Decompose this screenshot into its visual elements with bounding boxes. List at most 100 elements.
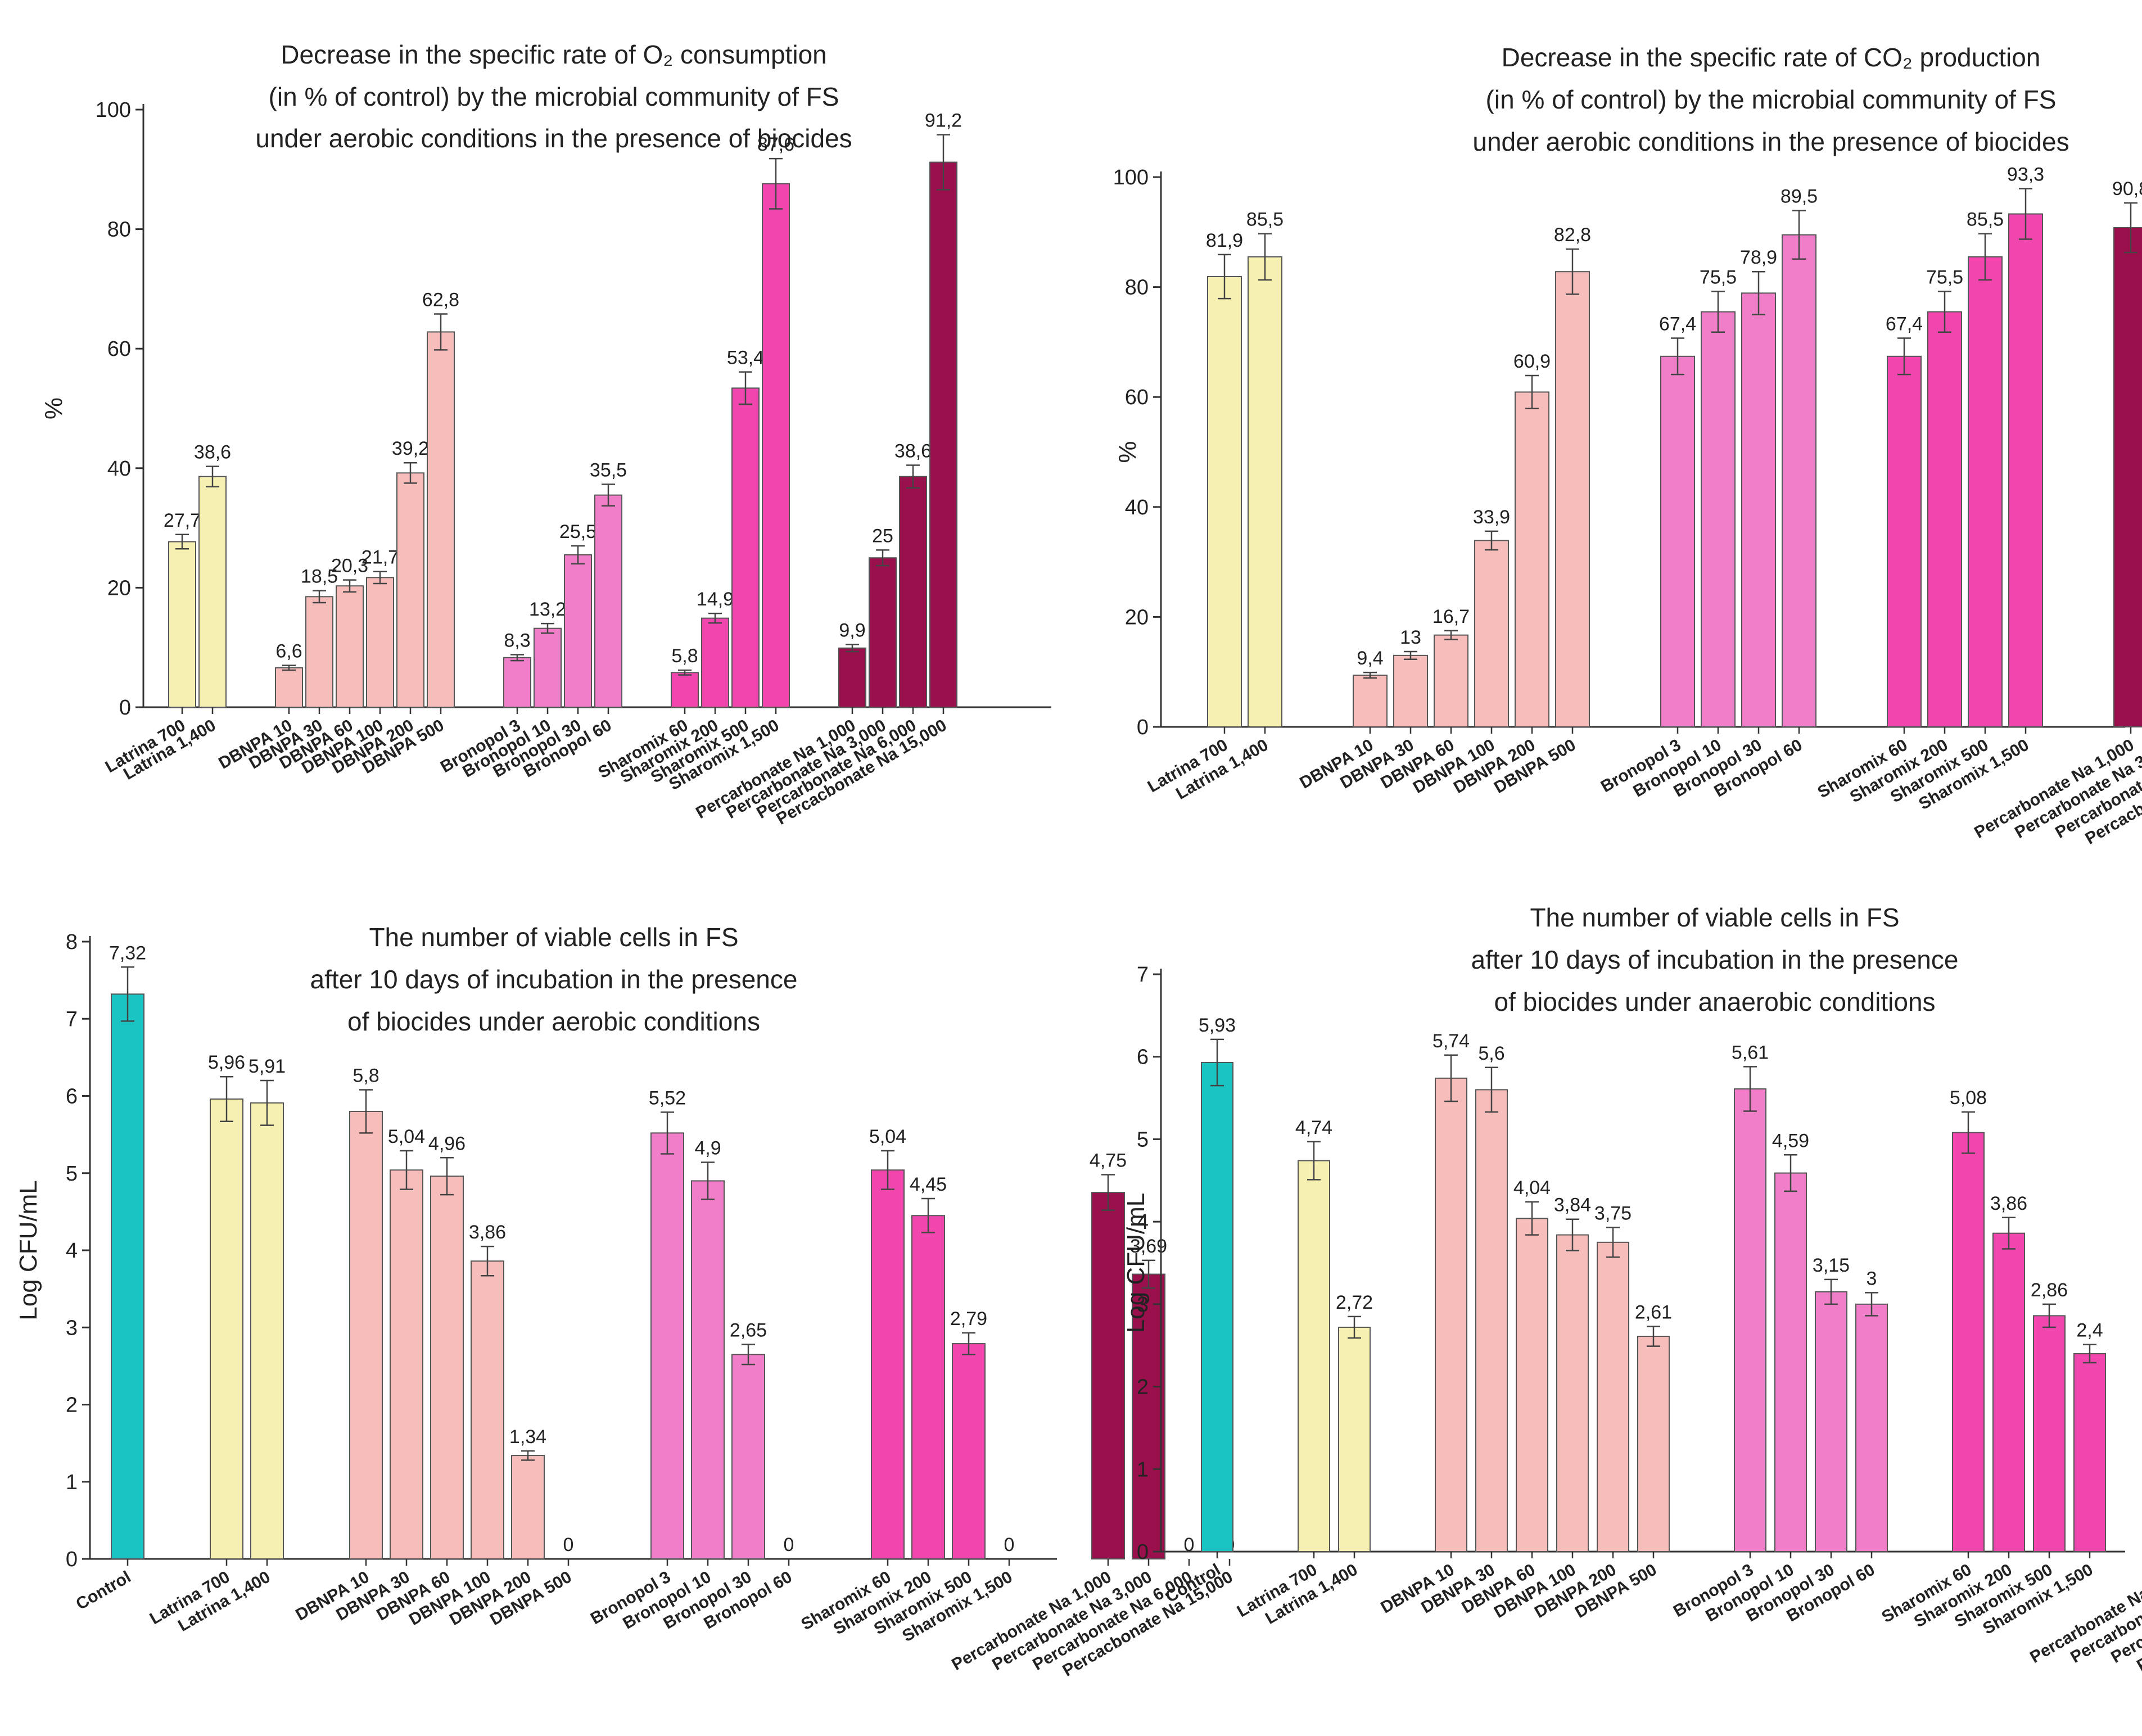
bar-value-label: 8,3 xyxy=(504,630,530,651)
bar-value-label: 5,8 xyxy=(353,1065,379,1087)
y-tick-label: 8 xyxy=(66,930,78,954)
bar xyxy=(168,541,196,708)
y-tick-label: 6 xyxy=(66,1085,78,1109)
bar xyxy=(952,1343,986,1559)
bar-value-label: 93,3 xyxy=(2007,164,2044,186)
bar-value-label: 33,9 xyxy=(1473,507,1510,528)
bar xyxy=(1248,256,1282,727)
bar-value-label: 62,8 xyxy=(422,290,459,311)
bar xyxy=(430,1176,464,1559)
bar-value-label: 27,7 xyxy=(164,510,201,531)
bar-value-label: 38,6 xyxy=(194,442,231,463)
bar-value-label: 5,52 xyxy=(649,1087,686,1109)
bar-value-label: 5,8 xyxy=(671,645,698,667)
bar-value-label: 85,5 xyxy=(1967,209,2004,230)
bar-value-label: 38,6 xyxy=(894,440,932,462)
bar-value-label: 5,93 xyxy=(1199,1015,1236,1036)
chart-title-line: after 10 days of incubation in the prese… xyxy=(310,965,798,994)
bar-value-label: 5,6 xyxy=(1478,1043,1504,1064)
bar xyxy=(2073,1353,2106,1553)
bar-value-label: 53,4 xyxy=(727,347,764,369)
y-axis-label: % xyxy=(40,397,67,419)
chart-title-line: Decrease in the specific rate of O₂ cons… xyxy=(281,40,827,69)
y-tick-label: 40 xyxy=(1125,496,1149,519)
bar xyxy=(1515,391,1549,727)
chart-co2: Decrease in the specific rate of CO₂ pro… xyxy=(1113,43,2142,848)
y-tick-label: 0 xyxy=(66,1548,78,1571)
bar-value-label: 4,9 xyxy=(694,1138,721,1159)
bar xyxy=(731,387,760,708)
bar xyxy=(1597,1241,1629,1553)
y-tick-label: 1 xyxy=(66,1471,78,1494)
bar-value-label: 9,9 xyxy=(839,620,865,641)
bar xyxy=(1660,355,1695,727)
y-tick-label: 5 xyxy=(66,1162,78,1186)
y-tick-label: 2 xyxy=(1137,1376,1149,1399)
bar xyxy=(210,1098,243,1559)
y-axis-label: Log CFU/mL xyxy=(1122,1193,1150,1333)
bar-value-label: 0 xyxy=(1184,1534,1195,1556)
y-tick-label: 1 xyxy=(1137,1458,1149,1481)
bar xyxy=(1353,675,1388,727)
chart-anaer: The number of viable cells in FS after 10… xyxy=(1122,903,2142,1675)
bar xyxy=(1637,1336,1670,1552)
bar-value-label: 82,8 xyxy=(1554,224,1591,246)
y-tick-label: 40 xyxy=(107,457,131,481)
bar-value-label: 5,04 xyxy=(869,1126,906,1147)
bar xyxy=(671,672,699,708)
bar-value-label: 4,45 xyxy=(910,1174,947,1195)
chart-title-line: of biocides under anaerobic conditions xyxy=(1494,987,1935,1016)
bar-value-label: 4,96 xyxy=(428,1133,466,1154)
bar-value-label: 3,86 xyxy=(469,1222,506,1243)
bar xyxy=(511,1455,545,1559)
bar-value-label: 2,86 xyxy=(2031,1280,2068,1301)
bar-value-label: 2,4 xyxy=(2076,1320,2103,1341)
bar xyxy=(250,1102,284,1560)
bar-value-label: 3,84 xyxy=(1554,1195,1591,1216)
bar xyxy=(838,647,866,708)
y-tick-label: 60 xyxy=(1125,386,1149,409)
y-tick-label: 5 xyxy=(1137,1128,1149,1151)
chart-title-line: after 10 days of incubation in the prese… xyxy=(1471,945,1959,974)
bar-value-label: 87,6 xyxy=(757,134,794,155)
bar xyxy=(2008,213,2043,727)
bar-value-label: 75,5 xyxy=(1700,266,1737,288)
bar xyxy=(929,161,957,708)
bar-value-label: 4,59 xyxy=(1772,1130,1809,1151)
bar xyxy=(1774,1172,1807,1553)
chart-title-line: The number of viable cells in FS xyxy=(369,923,738,952)
bar xyxy=(427,331,455,708)
bar-value-label: 5,91 xyxy=(248,1056,286,1077)
bar xyxy=(366,577,394,708)
bar-value-label: 5,08 xyxy=(1950,1087,1987,1109)
y-tick-label: 4 xyxy=(1137,1210,1149,1234)
bar xyxy=(305,596,333,708)
bar xyxy=(911,1215,945,1560)
bar-value-label: 67,4 xyxy=(1886,314,1923,335)
bar-value-label: 5,61 xyxy=(1732,1042,1769,1063)
bar-value-label: 1,34 xyxy=(509,1426,546,1448)
bar xyxy=(1201,1061,1233,1552)
y-tick-label: 3 xyxy=(1137,1293,1149,1317)
bar xyxy=(2113,227,2142,727)
bar-value-label: 3,75 xyxy=(1594,1202,1632,1224)
bar-value-label: 14,9 xyxy=(697,589,734,610)
bar-value-label: 0 xyxy=(563,1534,574,1556)
bar-value-label: 67,4 xyxy=(1659,314,1696,335)
bar xyxy=(2033,1315,2066,1553)
bar-value-label: 90,8 xyxy=(2112,178,2142,200)
chart-title-line: (in % of control) by the microbial commu… xyxy=(1486,85,2057,114)
bar-value-label: 9,4 xyxy=(1357,648,1383,669)
bar xyxy=(349,1110,383,1559)
y-axis-label: % xyxy=(1114,441,1141,463)
chart-title-line: The number of viable cells in FS xyxy=(1530,903,1899,932)
bar-value-label: 4,75 xyxy=(1090,1150,1127,1171)
bar xyxy=(691,1180,725,1560)
bar-value-label: 2,79 xyxy=(950,1308,987,1330)
bar xyxy=(1734,1088,1766,1552)
bar xyxy=(1968,256,2003,727)
chart-title-line: under aerobic conditions in the presence… xyxy=(255,124,852,153)
y-tick-label: 80 xyxy=(1125,276,1149,300)
bar xyxy=(396,472,424,708)
